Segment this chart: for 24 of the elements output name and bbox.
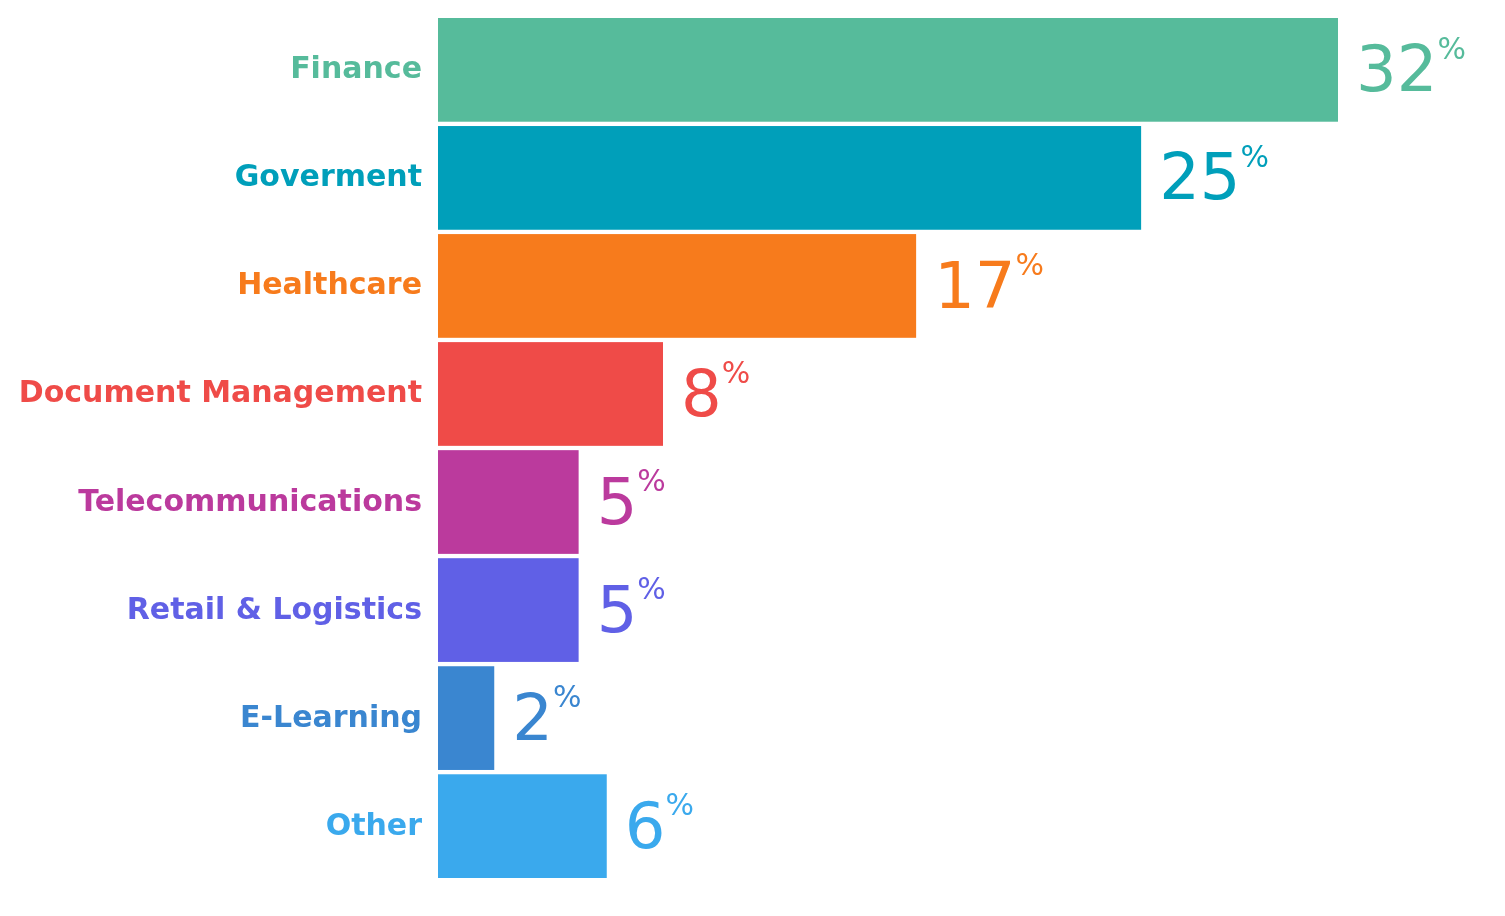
data-label: 32$^{%}$ (1356, 30, 1466, 107)
y-tick-label: Finance (290, 50, 422, 86)
bar (438, 666, 495, 770)
bar (438, 342, 663, 446)
data-label: 5$^{%}$ (596, 570, 666, 647)
bar (438, 558, 579, 662)
y-tick-label: Healthcare (237, 266, 422, 302)
bar (438, 18, 1338, 122)
bar (438, 774, 607, 878)
y-tick-label: Retail & Logistics (126, 590, 422, 626)
bar (438, 234, 917, 338)
bar (438, 450, 579, 554)
data-label: 17$^{%}$ (934, 246, 1045, 323)
bar (438, 126, 1142, 230)
y-tick-label: Document Management (18, 374, 422, 410)
y-tick-label: Other (325, 806, 423, 842)
data-label: 8$^{%}$ (681, 354, 751, 431)
data-label: 2$^{%}$ (512, 678, 582, 755)
y-tick-label: E-Learning (240, 698, 422, 734)
data-label: 5$^{%}$ (596, 462, 666, 539)
data-label: 25$^{%}$ (1159, 138, 1270, 215)
data-label: 6$^{%}$ (624, 786, 694, 863)
y-tick-label: Telecommunications (78, 482, 422, 518)
y-tick-label: Goverment (234, 158, 422, 194)
